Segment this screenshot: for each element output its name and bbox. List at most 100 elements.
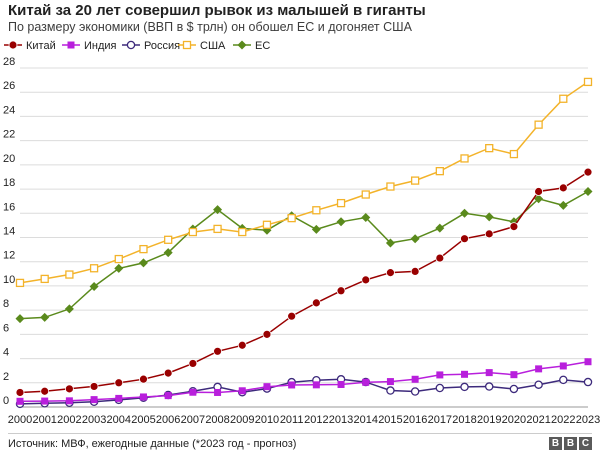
data-point [509, 149, 519, 159]
data-point [410, 234, 420, 244]
x-tick-label: 2018 [452, 414, 476, 426]
data-point [411, 375, 419, 383]
x-tick-label: 2022 [551, 414, 575, 426]
y-tick-label: 24 [3, 104, 15, 116]
data-point [583, 377, 593, 387]
series-line [19, 81, 589, 284]
data-point [89, 264, 99, 273]
data-point [164, 235, 173, 244]
data-point [164, 392, 172, 400]
x-axis-ticks: 2000 2001 2002 2003 2004 2005 2006 2007 2008 2009… [8, 414, 600, 426]
data-point [64, 304, 74, 314]
y-tick-label: 6 [3, 322, 9, 334]
bbc-logo: B B C [549, 437, 592, 450]
data-point [460, 382, 469, 392]
data-point [40, 312, 50, 322]
x-tick-label: 2011 [280, 414, 304, 426]
data-point [15, 314, 25, 324]
data-point [461, 370, 469, 378]
data-point [534, 120, 543, 129]
y-tick-label: 28 [3, 56, 15, 68]
legend-marker [126, 40, 136, 50]
y-tick-label: 2 [3, 371, 9, 383]
data-point [410, 176, 420, 185]
data-point [484, 212, 494, 222]
data-point [386, 378, 394, 386]
data-point [237, 340, 247, 350]
data-point [484, 229, 494, 239]
data-point [287, 213, 296, 223]
data-point [410, 387, 420, 396]
legend-label: Индия [84, 40, 117, 52]
data-point [65, 397, 73, 405]
data-point [558, 200, 568, 210]
x-tick-label: 2009 [230, 414, 254, 426]
data-point [138, 258, 148, 268]
data-point [460, 208, 470, 218]
data-point [559, 375, 568, 385]
data-point [312, 381, 320, 389]
data-point [114, 378, 124, 388]
data-point [311, 298, 321, 308]
data-point [90, 396, 98, 404]
data-point [436, 371, 444, 379]
data-point [435, 223, 445, 233]
y-tick-label: 14 [3, 226, 15, 238]
data-point [460, 154, 469, 163]
data-point [40, 386, 50, 396]
legend-label: США [200, 40, 226, 52]
y-tick-label: 12 [3, 250, 15, 262]
x-tick-label: 2002 [57, 414, 81, 426]
x-tick-label: 2006 [156, 414, 180, 426]
legend-marker [8, 40, 18, 50]
data-point [188, 227, 198, 237]
logo-letter: C [579, 437, 592, 450]
data-point [40, 274, 49, 284]
data-point [213, 224, 222, 234]
x-tick-label: 2003 [82, 414, 106, 426]
data-point [583, 186, 593, 196]
data-point [262, 220, 272, 229]
series-США [15, 77, 593, 288]
x-tick-label: 2010 [255, 414, 279, 426]
legend-marker [237, 40, 247, 50]
footer-divider [8, 433, 592, 434]
data-point [534, 194, 544, 204]
legend-label: Китай [26, 40, 56, 52]
logo-letter: B [549, 437, 562, 450]
source-note: Источник: МВФ, ежегодные данные (*2023 г… [8, 438, 297, 450]
x-tick-label: 2007 [181, 414, 205, 426]
x-tick-label: 2013 [329, 414, 353, 426]
data-point [288, 381, 296, 389]
data-point [139, 393, 147, 401]
data-point [559, 362, 567, 370]
series-line [19, 171, 589, 394]
data-point [559, 94, 568, 103]
data-point [312, 206, 321, 215]
data-point [139, 374, 148, 384]
legend-marker [182, 40, 192, 50]
logo-letter: B [564, 437, 577, 450]
data-point [583, 77, 593, 87]
data-point [213, 346, 222, 356]
grid-layer [20, 67, 588, 408]
x-tick-label: 2014 [353, 414, 377, 426]
legend: Китай Индия Россия США ЕС [4, 40, 270, 52]
data-point [163, 248, 173, 258]
data-point [64, 384, 74, 394]
series-line [19, 190, 589, 320]
x-tick-label: 2016 [403, 414, 427, 426]
data-point [534, 380, 543, 389]
chart-subtitle: По размеру экономики (ВВП в $ трлн) он о… [8, 20, 412, 34]
y-tick-label: 20 [3, 153, 15, 165]
data-point [65, 270, 74, 279]
y-tick-label: 26 [3, 80, 15, 92]
data-point [583, 167, 593, 177]
data-point [485, 369, 493, 377]
data-point [188, 359, 198, 368]
data-point [535, 365, 543, 373]
data-point [510, 371, 518, 379]
data-point [558, 183, 568, 193]
legend-item: Индия [62, 40, 117, 52]
